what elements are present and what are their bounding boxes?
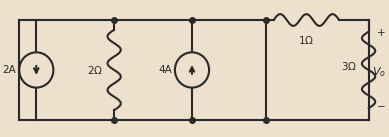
Text: +: + (377, 28, 386, 38)
Text: 3$\Omega$: 3$\Omega$ (341, 60, 357, 72)
Text: 1$\Omega$: 1$\Omega$ (298, 34, 314, 46)
Text: 4A: 4A (158, 65, 172, 75)
Text: 2A: 2A (3, 65, 16, 75)
Text: −: − (377, 102, 386, 112)
Text: 2$\Omega$: 2$\Omega$ (87, 64, 103, 76)
Text: $V_o$: $V_o$ (372, 65, 386, 79)
